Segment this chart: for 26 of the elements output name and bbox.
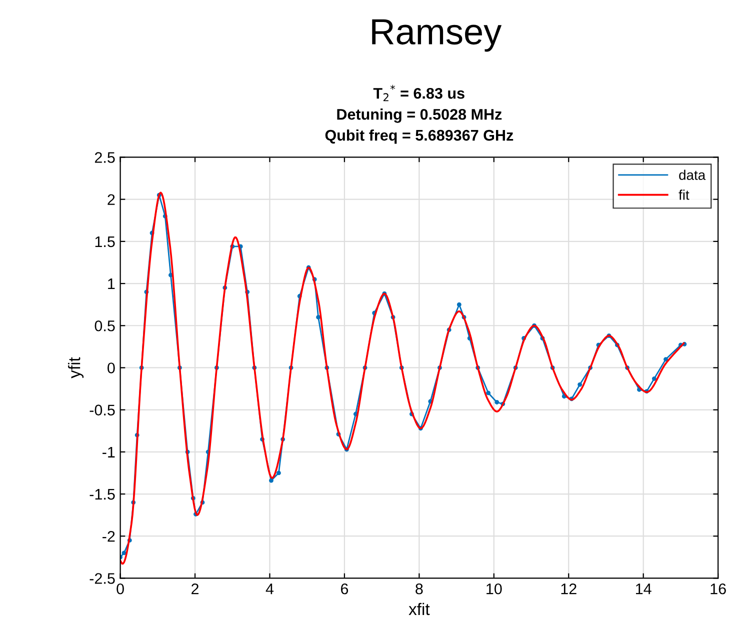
x-tick-label: 0: [116, 583, 124, 594]
x-tick-label: 10: [486, 583, 502, 594]
y-tick-label: 2: [108, 194, 115, 205]
x-tick-label: 2: [192, 583, 198, 594]
y-tick-label: -2: [102, 530, 115, 542]
chart-title: Ramsey: [372, 19, 502, 52]
y-tick-label: -2.5: [90, 573, 115, 584]
y-tick-label: -1: [102, 446, 115, 458]
x-tick-label: 16: [710, 583, 726, 594]
legend-label: data: [679, 170, 706, 180]
y-tick-label: -1.5: [90, 489, 115, 500]
y-tick-label: 2.5: [94, 152, 115, 163]
y-tick-label: 0: [108, 362, 115, 374]
chart-subtitle: T$_{2}$$^{*}$ = 6.83 us Detuning = 0.5028 MHz Qubit freq = 5.689367 GHz: [325, 84, 514, 144]
y-tick-label: -0.5: [90, 404, 115, 416]
x-tick-label: 8: [416, 583, 423, 594]
x-tick-label: 14: [636, 584, 652, 594]
x-tick-label: 4: [266, 584, 274, 594]
x-tick-label: 12: [561, 583, 576, 594]
legend-label: fit: [678, 190, 690, 200]
y-tick-label: 0.5: [94, 320, 115, 332]
x-axis-title: xfit: [408, 602, 430, 616]
y-tick-label: 1: [108, 278, 115, 290]
y-tick-label: 1.5: [95, 236, 115, 248]
y-axis-title: yfit: [68, 357, 84, 378]
x-tick-label: 6: [340, 583, 348, 594]
